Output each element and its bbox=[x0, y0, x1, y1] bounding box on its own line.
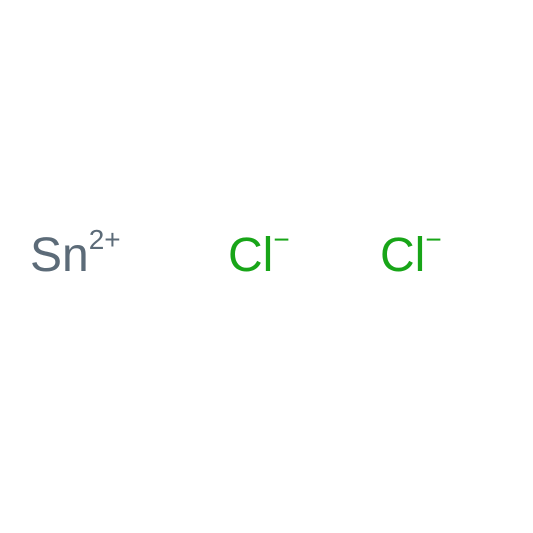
tin-symbol: Sn bbox=[30, 232, 89, 280]
chloride-2-symbol: Cl bbox=[380, 232, 425, 280]
chloride-1-charge: − bbox=[273, 226, 289, 254]
chloride-ion-2: Cl− bbox=[380, 232, 442, 280]
tin-charge: 2+ bbox=[89, 226, 121, 254]
chloride-2-charge: − bbox=[425, 226, 441, 254]
tin-ion: Sn2+ bbox=[30, 232, 121, 280]
chemical-formula-canvas: Sn2+ Cl− Cl− bbox=[0, 0, 533, 533]
chloride-1-symbol: Cl bbox=[228, 232, 273, 280]
chloride-ion-1: Cl− bbox=[228, 232, 290, 280]
